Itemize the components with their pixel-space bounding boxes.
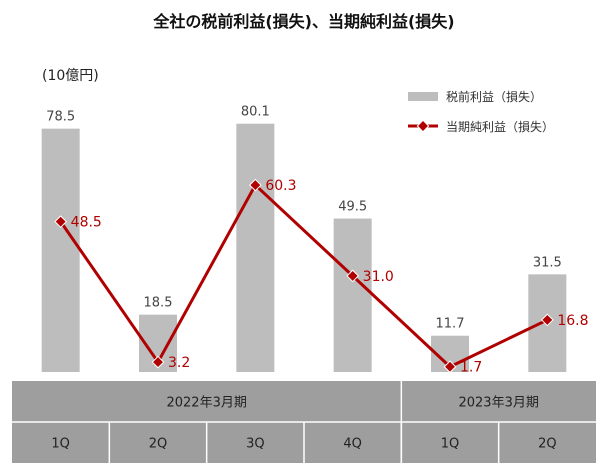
line-value-labels: 48.5 3.2 60.3 31.0 1.7 16.8 (71, 178, 589, 376)
line-point (151, 355, 165, 369)
legend-line-marker (416, 119, 430, 133)
legend: 税前利益（損失） 当期純利益（損失） (408, 89, 554, 134)
category-axis-table: 2022年3月期 2023年3月期 1Q 2Q 3Q 4Q 1Q 2Q (12, 381, 596, 463)
bar (333, 218, 372, 372)
category-tick-label: 1Q (51, 437, 70, 452)
line-series (54, 178, 554, 374)
unit-label: (10億円) (42, 68, 99, 84)
bar-value-label: 49.5 (338, 200, 367, 215)
bar-value-label: 18.5 (144, 296, 173, 311)
period-group-label: 2022年3月期 (166, 396, 246, 411)
category-tick-label: 2Q (538, 437, 557, 452)
line-point (346, 269, 360, 283)
line-value-label: 31.0 (363, 269, 394, 285)
bar-value-label: 80.1 (241, 105, 270, 120)
line-point (540, 313, 554, 327)
bar-series (41, 123, 567, 372)
category-tick-label: 2Q (149, 437, 168, 452)
chart-title: 全社の税前利益(損失)、当期純利益(損失) (152, 12, 454, 31)
category-tick-label: 1Q (441, 437, 460, 452)
line-value-label: 3.2 (168, 355, 190, 371)
line-value-label: 48.5 (71, 215, 102, 231)
line-point (248, 178, 262, 192)
legend-bar-label: 税前利益（損失） (446, 89, 542, 104)
legend-line-label: 当期純利益（損失） (446, 119, 554, 134)
bar-value-label: 78.5 (46, 110, 75, 125)
line-point (54, 215, 68, 229)
line-value-label: 16.8 (557, 313, 588, 329)
line-path (59, 183, 548, 369)
legend-bar-swatch (408, 92, 438, 101)
line-point (443, 360, 457, 374)
bar-value-labels: 78.5 18.5 80.1 49.5 11.7 31.5 (46, 105, 562, 332)
bar-value-label: 31.5 (533, 255, 562, 270)
category-tick-label: 4Q (343, 437, 362, 452)
period-group-label: 2023年3月期 (458, 396, 538, 411)
line-value-label: 1.7 (460, 360, 482, 376)
category-tick-label: 3Q (246, 437, 265, 452)
bar (236, 123, 275, 372)
bar-value-label: 11.7 (436, 317, 465, 332)
line-value-label: 60.3 (265, 178, 296, 194)
bar (41, 128, 80, 372)
